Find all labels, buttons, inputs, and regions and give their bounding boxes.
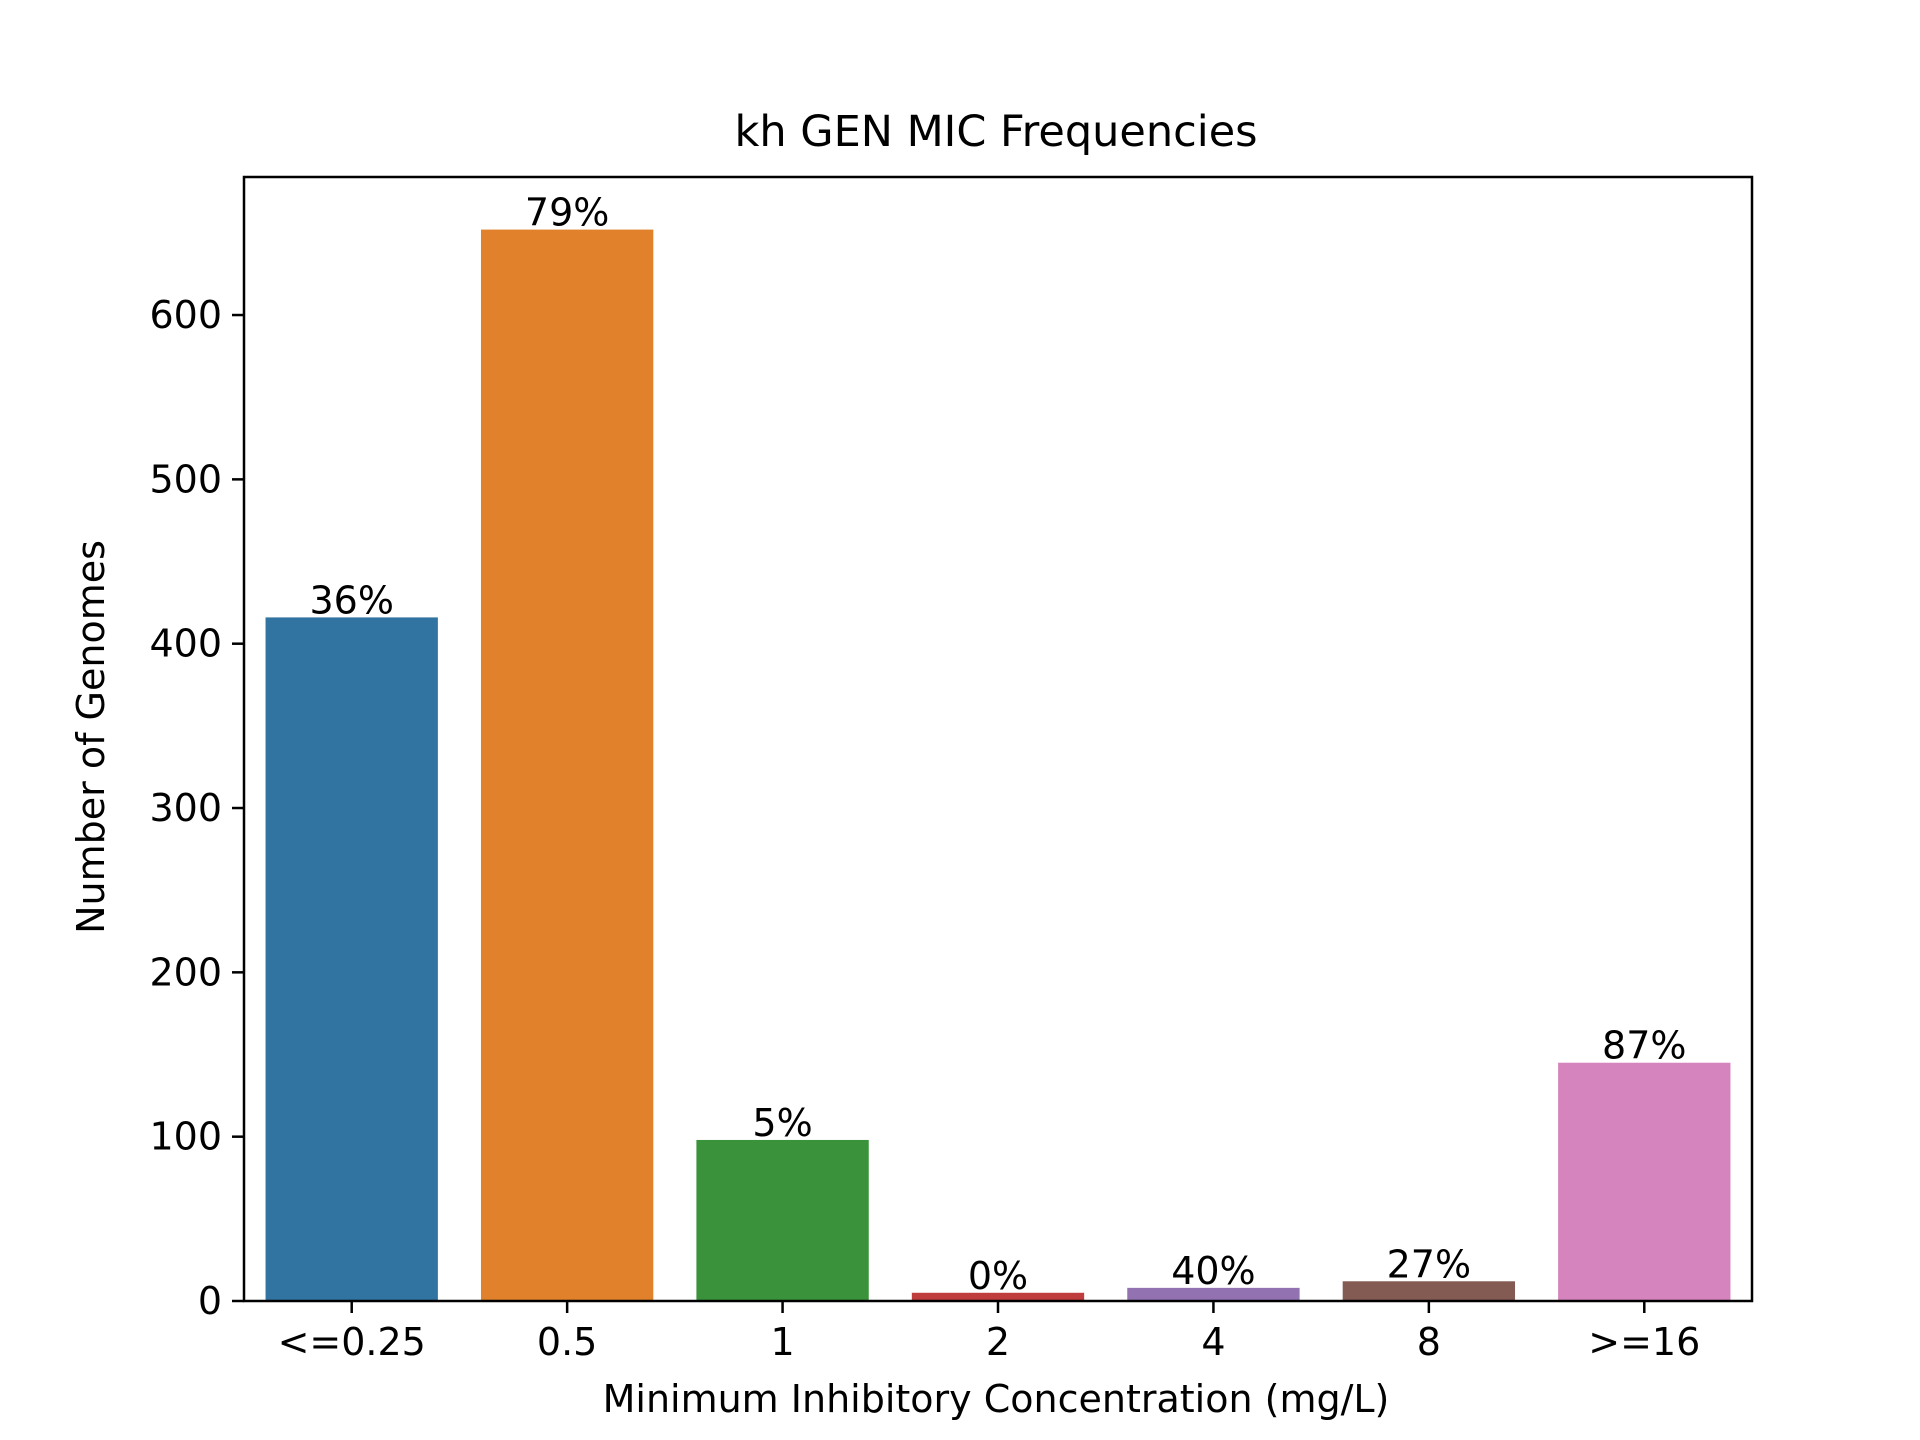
y-tick-label-2: 200 — [149, 950, 222, 994]
bar-5 — [1342, 1281, 1516, 1301]
bar-3 — [911, 1292, 1085, 1301]
plot-frame — [242, 175, 1754, 1303]
data-label-1: 79% — [525, 191, 609, 235]
data-label-2: 5% — [752, 1101, 812, 1145]
bar-2 — [696, 1139, 869, 1301]
x-axis: <=0.25 0.5 1 2 4 8 >=16 — [278, 1301, 1700, 1364]
data-label-0: 36% — [309, 578, 393, 622]
bar-4 — [1127, 1287, 1300, 1301]
data-labels: 36% 79% 5% 0% 40% 27% 87% — [309, 191, 1686, 1298]
bars-layer — [265, 229, 1731, 1301]
y-tick-label-1: 100 — [149, 1115, 222, 1159]
chart-title: kh GEN MIC Frequencies — [734, 107, 1257, 157]
y-axis: 0 100 200 300 400 500 600 — [149, 293, 244, 1323]
data-label-4: 40% — [1171, 1249, 1255, 1293]
bar-6 — [1558, 1062, 1731, 1301]
y-tick-label-6: 600 — [149, 293, 222, 337]
bar-0 — [265, 617, 438, 1301]
y-tick-label-5: 500 — [149, 457, 222, 501]
y-tick-label-0: 0 — [198, 1279, 222, 1323]
data-label-6: 87% — [1602, 1024, 1686, 1068]
data-label-3: 0% — [968, 1254, 1028, 1298]
x-tick-label-1: 0.5 — [537, 1320, 597, 1364]
x-axis-label: Minimum Inhibitory Concentration (mg/L) — [603, 1377, 1390, 1421]
y-tick-label-4: 400 — [149, 622, 222, 666]
x-tick-label-4: 4 — [1201, 1320, 1225, 1364]
bar-1 — [480, 229, 654, 1301]
y-axis-label: Number of Genomes — [69, 540, 113, 934]
x-tick-label-0: <=0.25 — [278, 1320, 426, 1364]
x-tick-label-2: 1 — [770, 1320, 794, 1364]
x-tick-label-5: 8 — [1417, 1320, 1441, 1364]
x-tick-label-6: >=16 — [1588, 1320, 1700, 1364]
y-tick-label-3: 300 — [149, 786, 222, 830]
x-tick-label-3: 2 — [986, 1320, 1010, 1364]
data-label-5: 27% — [1387, 1242, 1471, 1286]
